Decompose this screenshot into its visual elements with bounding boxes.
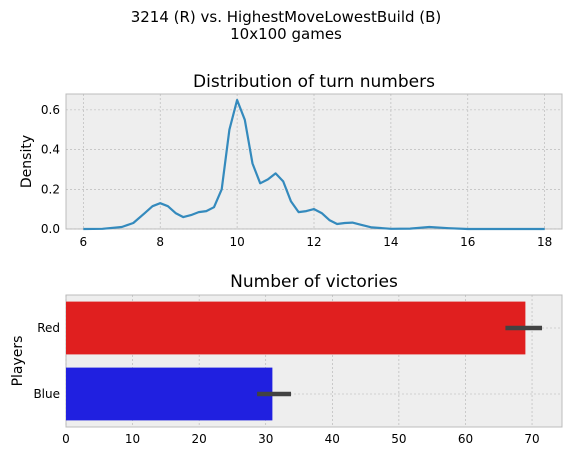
victories-chart: 0 10 20 30 40 50 60 70 Red Blue Number of victorie… <box>10 272 563 446</box>
category-label: Blue <box>33 387 60 401</box>
y-tick-label: 0.6 <box>41 103 60 117</box>
x-tick-label: 16 <box>460 235 475 249</box>
x-tick-label: 40 <box>325 432 340 446</box>
chart-title: Distribution of turn numbers <box>193 72 435 92</box>
x-tick-label: 10 <box>229 235 244 249</box>
y-axis-label: Density <box>19 135 35 188</box>
chart-title: Number of victories <box>230 272 398 292</box>
density-line <box>83 98 545 231</box>
x-tick-label: 60 <box>458 432 473 446</box>
x-tick-label: 30 <box>258 432 273 446</box>
x-tick-label: 6 <box>79 235 87 249</box>
figure-suptitle-line1: 3214 (R) vs. HighestMoveLowestBuild (B) <box>130 8 442 26</box>
x-tick-label: 50 <box>391 432 406 446</box>
x-tick-label: 12 <box>306 235 321 249</box>
x-tick-label: 70 <box>524 432 539 446</box>
turn-distribution-chart: 6 8 10 12 14 16 18 0.0 0.2 0.4 0.6 Distribution of … <box>19 72 563 249</box>
x-tick-label: 0 <box>62 432 70 446</box>
y-tick-label: 0.0 <box>41 222 60 236</box>
x-tick-label: 14 <box>383 235 398 249</box>
y-tick-label: 0.4 <box>41 143 60 157</box>
x-tick-label: 10 <box>125 432 140 446</box>
category-label: Red <box>37 321 60 335</box>
x-tick-label: 8 <box>156 235 164 249</box>
bar-red <box>66 301 526 355</box>
x-tick-label: 20 <box>192 432 207 446</box>
y-tick-label: 0.2 <box>41 182 60 196</box>
x-tick-label: 18 <box>537 235 552 249</box>
figure-suptitle-line2: 10x100 games <box>230 25 342 43</box>
bar-blue <box>66 367 273 421</box>
y-axis-label: Players <box>10 336 26 387</box>
